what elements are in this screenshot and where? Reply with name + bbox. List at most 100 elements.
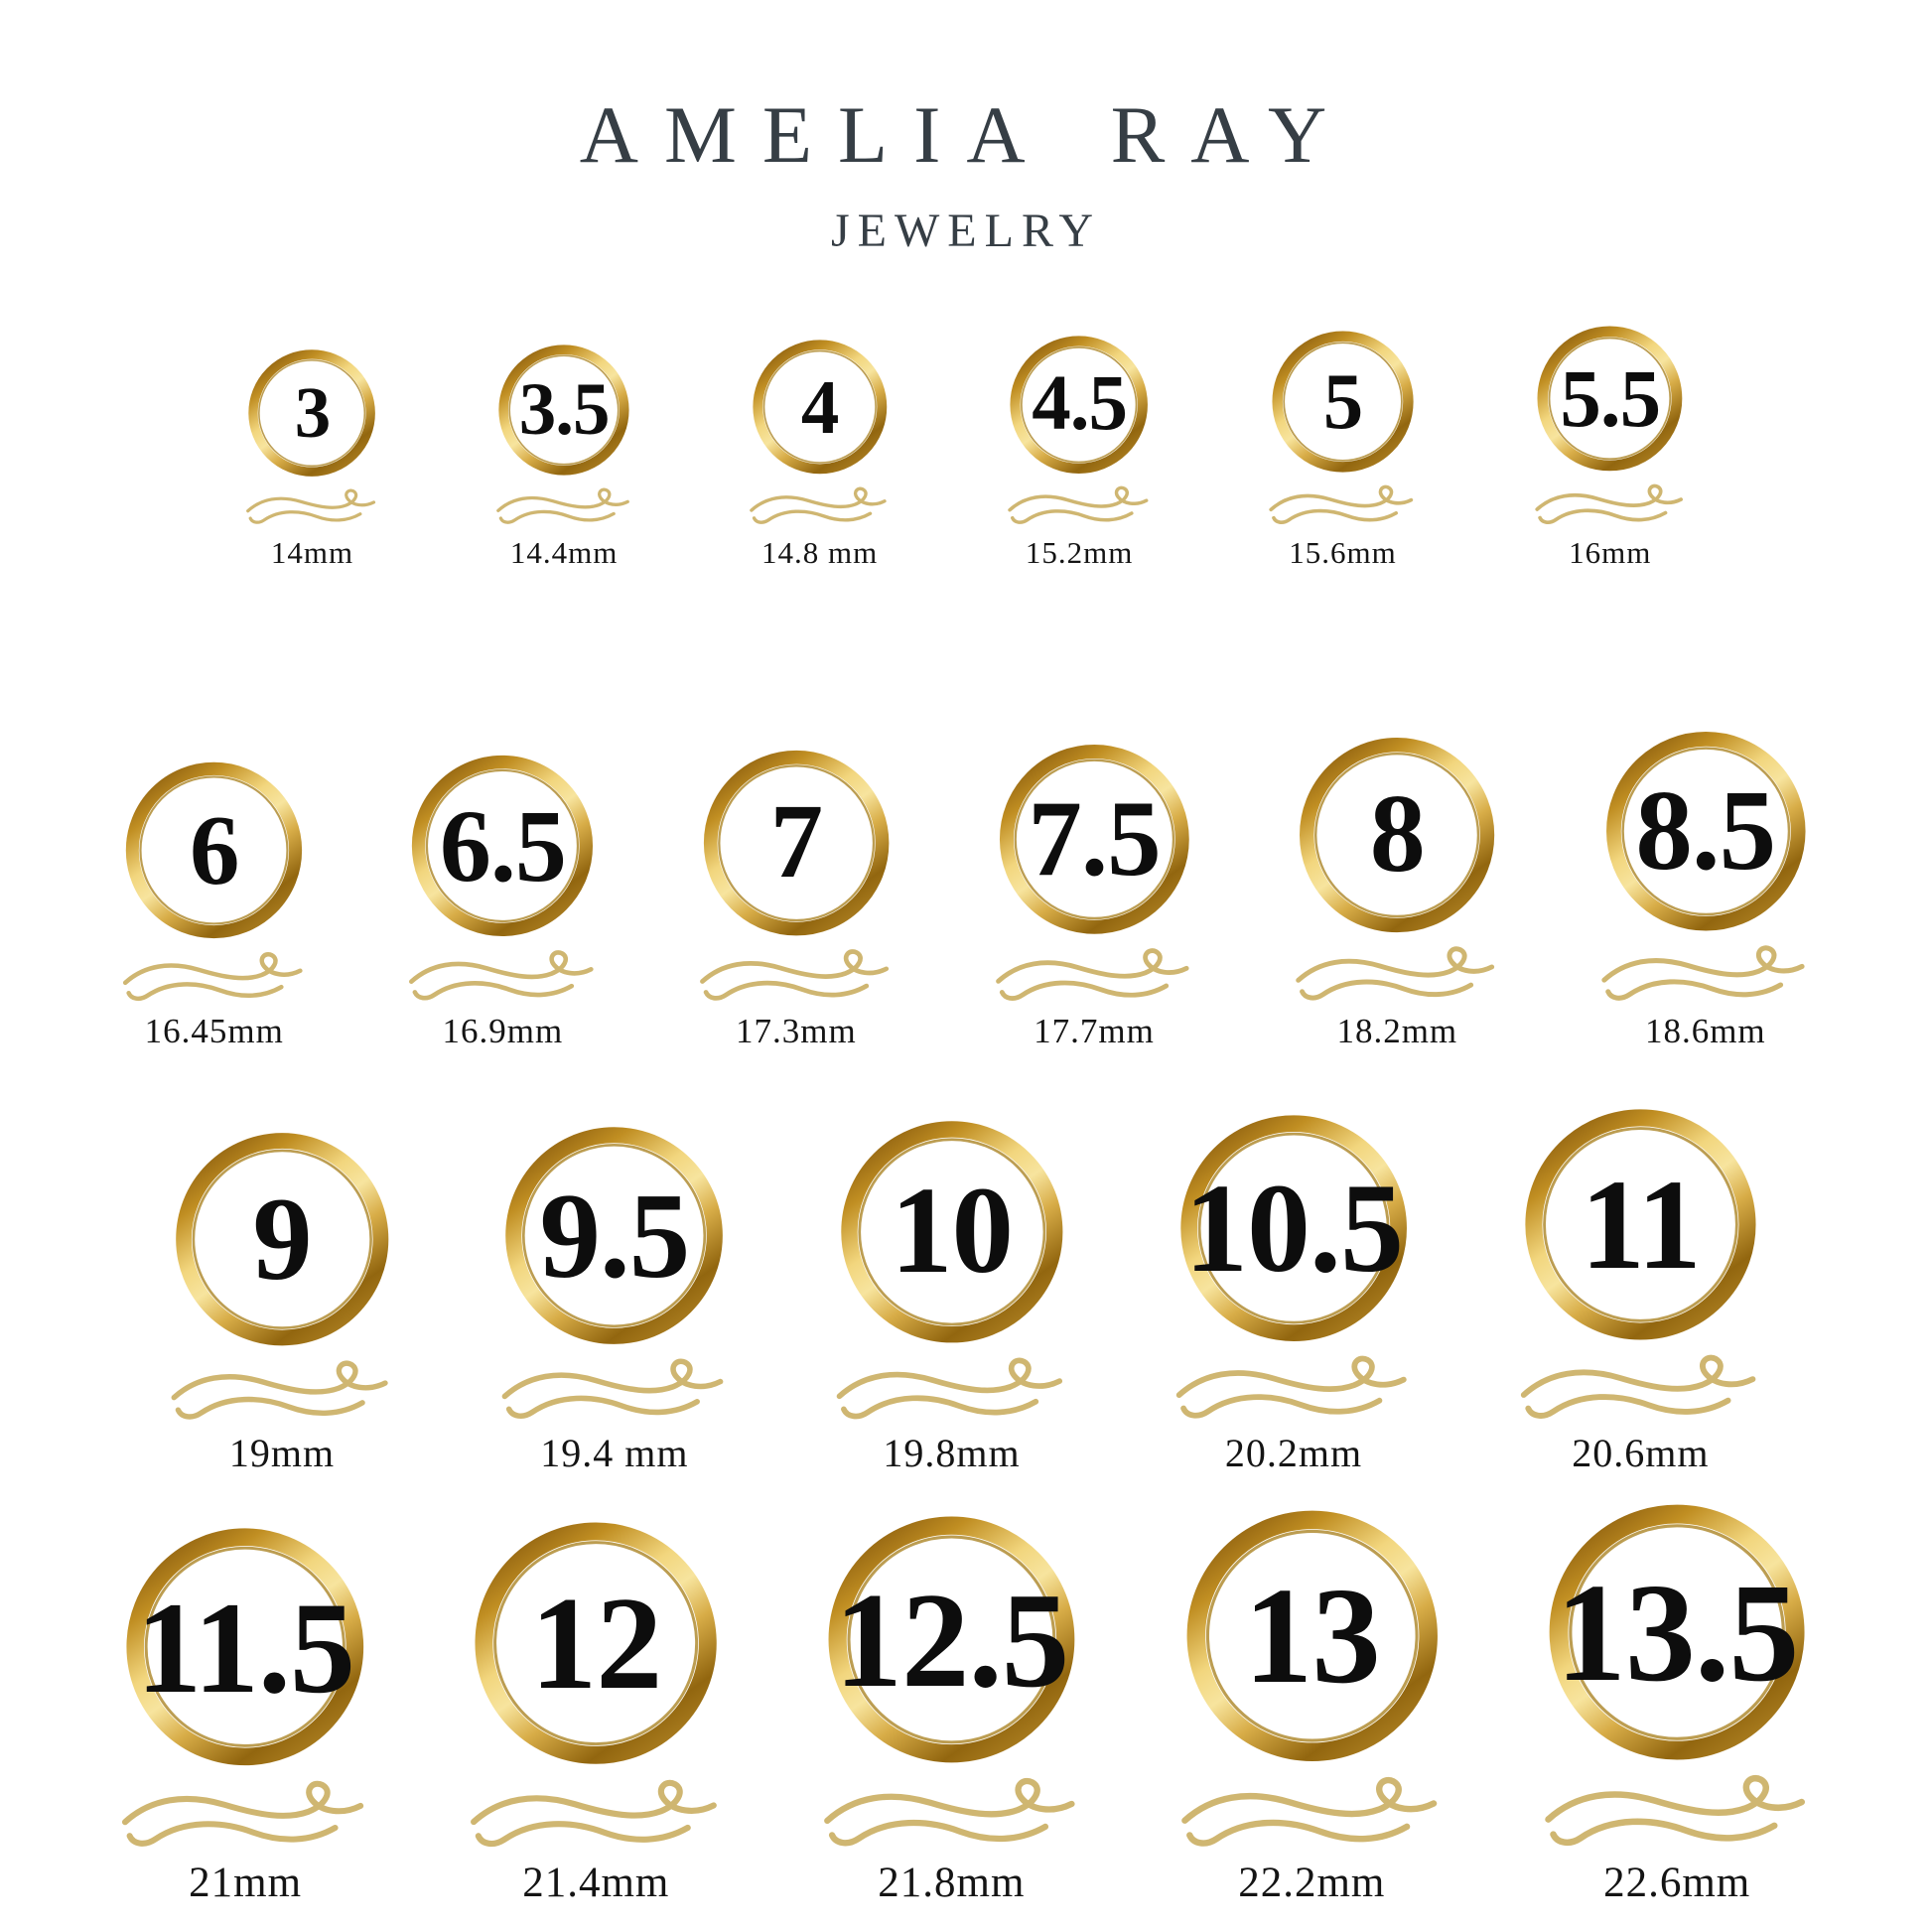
ring-icon-size-3.5: 3.5	[497, 344, 630, 477]
ring-cell-size-13: 13 22.2mm	[1177, 1508, 1446, 1908]
flourish-swirl-icon	[408, 950, 594, 1001]
ring-icon-size-5: 5	[1271, 330, 1415, 474]
diameter-label: 15.6mm	[1289, 534, 1397, 570]
ring-size-label: 4	[800, 363, 839, 450]
ring-cell-size-13.5: 13.5 22.6mm	[1541, 1502, 1814, 1908]
gold-ring-icon	[1186, 1510, 1438, 1762]
flourish-icon	[406, 948, 600, 1003]
brand-logo: AMELIA RAY JEWELRY	[0, 94, 1932, 255]
flourish-swirl-icon	[246, 488, 376, 525]
ring-cell-size-9: 9 19mm	[168, 1131, 395, 1477]
ring-size-label: 11	[1580, 1153, 1702, 1297]
ring-size-label: 9.5	[539, 1167, 690, 1304]
ring-cell-size-4: 4 14.8 mm	[748, 339, 892, 571]
ring-size-label: 8	[1369, 772, 1426, 897]
diameter-label: 19.4 mm	[540, 1431, 689, 1476]
ring-cell-size-11.5: 11.5 21mm	[118, 1526, 372, 1908]
ring-icon-size-4: 4	[752, 339, 889, 476]
size-chart: 3 14mm 3.5	[0, 325, 1932, 1909]
ring-icon-size-7.5: 7.5	[998, 743, 1191, 936]
flourish-icon	[244, 487, 380, 526]
gold-ring-icon	[412, 756, 594, 937]
flourish-icon	[697, 947, 896, 1003]
diameter-label: 14.4mm	[509, 534, 619, 570]
flourish-icon	[494, 486, 634, 526]
flourish-icon	[1173, 1353, 1415, 1422]
ring-size-label: 10	[891, 1163, 1014, 1301]
flourish-swirl-icon	[1544, 1775, 1805, 1847]
diameter-label: 16.9mm	[442, 1012, 564, 1051]
gold-ring-icon	[126, 761, 303, 938]
diameter-label: 21.8mm	[878, 1860, 1026, 1907]
ring-size-label: 6.5	[439, 788, 567, 903]
ring-icon-size-3: 3	[247, 348, 376, 478]
ring-icon-size-11: 11	[1523, 1107, 1758, 1342]
ring-cell-size-9.5: 9.5 19.4 mm	[498, 1125, 731, 1477]
ring-cell-size-4.5: 4.5 15.2mm	[1006, 335, 1153, 571]
gold-ring-icon	[248, 349, 376, 477]
ring-cell-size-10: 10 19.8mm	[833, 1119, 1070, 1477]
ring-icon-size-12: 12	[473, 1520, 719, 1766]
diameter-label: 22.6mm	[1603, 1860, 1751, 1907]
ring-size-label: 11.5	[136, 1574, 355, 1721]
ring-size-label: 5.5	[1560, 352, 1661, 445]
flourish-icon	[120, 950, 309, 1004]
ring-icon-size-13: 13	[1184, 1508, 1441, 1764]
flourish-swirl-icon	[1535, 483, 1683, 524]
ring-icon-size-10: 10	[839, 1119, 1065, 1345]
diameter-label: 21.4mm	[522, 1860, 670, 1907]
ring-size-label: 7.5	[1028, 778, 1161, 899]
ring-cell-size-3: 3 14mm	[244, 348, 380, 571]
flourish-icon	[168, 1358, 395, 1423]
diameter-label: 20.2mm	[1224, 1431, 1363, 1476]
brand-subtitle: JEWELRY	[831, 205, 1101, 257]
flourish-swirl-icon	[823, 1778, 1075, 1847]
ring-cell-size-6.5: 6.5 16.9mm	[406, 754, 600, 1052]
ring-size-label: 6	[190, 794, 239, 906]
ring-row-1: 3 14mm 3.5	[0, 325, 1932, 571]
flourish-swirl-icon	[1175, 1356, 1407, 1420]
ring-icon-size-5.5: 5.5	[1536, 325, 1684, 473]
ring-row-2: 6 16.45mm 6.5	[0, 730, 1932, 1052]
flourish-swirl-icon	[750, 486, 888, 524]
flourish-icon	[1177, 1774, 1446, 1850]
gold-ring-icon	[498, 345, 629, 476]
flourish-swirl-icon	[122, 951, 303, 1001]
ring-size-label: 12	[530, 1570, 662, 1718]
flourish-swirl-icon	[1269, 484, 1414, 524]
ring-size-label: 3.5	[518, 368, 611, 452]
diameter-label: 19mm	[228, 1431, 336, 1476]
gold-ring-icon	[1300, 737, 1495, 932]
diameter-label: 21mm	[189, 1860, 303, 1907]
ring-icon-size-11.5: 11.5	[124, 1526, 366, 1768]
ring-icon-size-8.5: 8.5	[1604, 730, 1808, 933]
gold-ring-icon	[1549, 1504, 1805, 1760]
ring-icon-size-10.5: 10.5	[1178, 1113, 1409, 1343]
flourish-icon	[1533, 483, 1688, 526]
flourish-icon	[467, 1777, 726, 1851]
gold-ring-icon	[1525, 1109, 1756, 1340]
diameter-label: 18.6mm	[1644, 1012, 1766, 1051]
ring-icon-size-13.5: 13.5	[1547, 1502, 1807, 1762]
diameter-label: 20.6mm	[1572, 1431, 1710, 1476]
gold-ring-icon	[1272, 331, 1414, 473]
gold-ring-icon	[505, 1127, 724, 1344]
flourish-icon	[1006, 484, 1153, 526]
diameter-label: 19.8mm	[883, 1431, 1021, 1476]
ring-cell-size-10.5: 10.5 20.2mm	[1173, 1113, 1415, 1477]
flourish-icon	[1267, 483, 1418, 526]
ring-cell-size-7: 7 17.3mm	[697, 749, 896, 1053]
diameter-label: 15.2mm	[1025, 534, 1134, 570]
gold-ring-icon	[1010, 336, 1149, 474]
ring-icon-size-8: 8	[1298, 736, 1496, 934]
ring-cell-size-5: 5 15.6mm	[1267, 330, 1418, 571]
ring-cell-size-7.5: 7.5 17.7mm	[993, 743, 1195, 1052]
ring-size-label: 7	[769, 783, 824, 901]
ring-size-label: 12.5	[834, 1564, 1069, 1716]
ring-cell-size-8: 8 18.2mm	[1293, 736, 1501, 1052]
gold-ring-icon	[1180, 1115, 1407, 1342]
flourish-icon	[1598, 943, 1812, 1004]
ring-row-4: 11.5 21mm 12	[0, 1502, 1932, 1908]
flourish-icon	[748, 485, 892, 526]
